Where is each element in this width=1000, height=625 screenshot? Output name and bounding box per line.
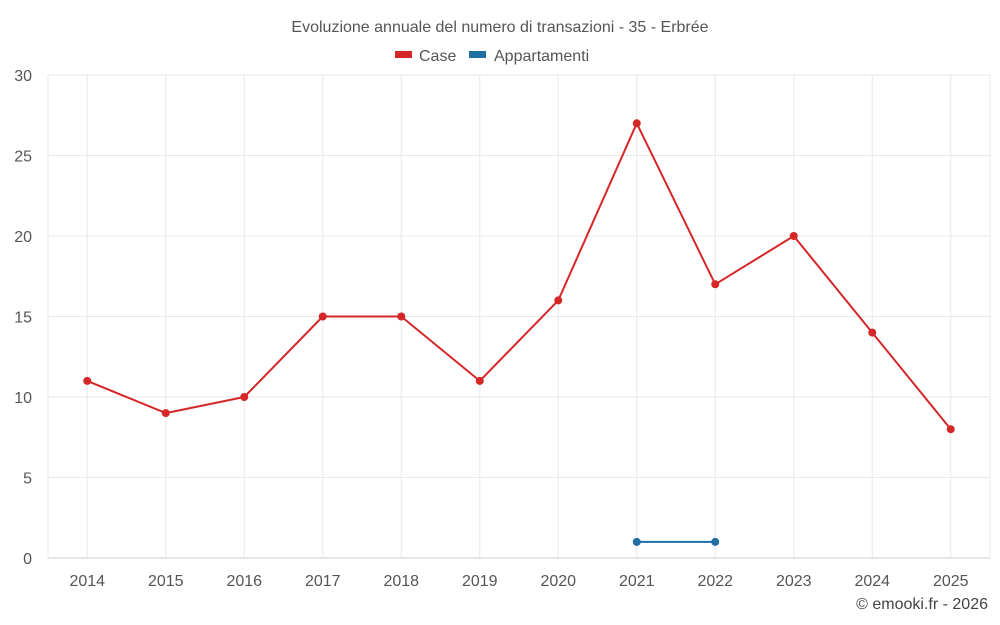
x-tick-label: 2016 — [226, 573, 262, 590]
x-tick-label: 2023 — [776, 573, 812, 590]
data-point-case[interactable] — [161, 409, 170, 418]
legend-swatch-case — [395, 51, 412, 58]
y-tick-label: 0 — [23, 551, 32, 568]
series-line-case — [86, 122, 952, 430]
legend: Case Appartamenti — [395, 48, 589, 65]
x-tick-label: 2017 — [305, 573, 341, 590]
data-point-case[interactable] — [318, 312, 327, 321]
series-layer — [83, 119, 955, 546]
chart-title: Evoluzione annuale del numero di transaz… — [291, 19, 708, 36]
x-tick-label: 2014 — [69, 573, 105, 590]
data-point-case[interactable] — [397, 312, 406, 321]
data-point-appartamenti[interactable] — [711, 537, 720, 546]
data-point-case[interactable] — [946, 425, 955, 434]
data-point-appartamenti[interactable] — [632, 537, 641, 546]
legend-item-appartamenti[interactable]: Appartamenti — [469, 48, 589, 65]
x-tick-label: 2018 — [383, 573, 419, 590]
legend-label-case: Case — [419, 48, 456, 65]
x-tick-label: 2025 — [933, 573, 969, 590]
x-axis: 2014 2015 2016 2017 2018 2019 2020 2021 2022 2023… — [48, 557, 990, 590]
y-axis: 0 5 10 15 20 25 30 — [14, 68, 32, 568]
data-point-case[interactable] — [868, 328, 877, 337]
legend-swatch-appartamenti — [469, 51, 486, 58]
y-tick-label: 15 — [14, 310, 32, 327]
legend-label-appartamenti: Appartamenti — [494, 48, 589, 65]
y-tick-label: 10 — [14, 390, 32, 407]
legend-item-case[interactable]: Case — [395, 48, 456, 65]
series-appartamenti — [632, 537, 720, 546]
grid — [47, 74, 991, 558]
data-point-case[interactable] — [632, 119, 641, 128]
x-tick-label: 2015 — [148, 573, 184, 590]
y-tick-label: 25 — [14, 149, 32, 166]
data-point-case[interactable] — [240, 393, 249, 401]
series-case — [83, 119, 955, 434]
x-tick-label: 2020 — [540, 573, 576, 590]
x-tick-label: 2019 — [462, 573, 498, 590]
data-point-case[interactable] — [475, 376, 484, 385]
x-tick-label: 2024 — [854, 573, 890, 590]
data-point-case[interactable] — [711, 280, 720, 289]
data-point-case[interactable] — [554, 296, 563, 305]
data-point-case[interactable] — [789, 232, 798, 240]
x-tick-label: 2022 — [697, 573, 733, 590]
data-point-case[interactable] — [83, 376, 92, 385]
y-tick-label: 20 — [14, 229, 32, 246]
y-tick-label: 30 — [14, 68, 32, 85]
credit-text: © emooki.fr - 2026 — [856, 596, 988, 613]
x-tick-label: 2021 — [619, 573, 655, 590]
y-tick-label: 5 — [23, 471, 32, 488]
